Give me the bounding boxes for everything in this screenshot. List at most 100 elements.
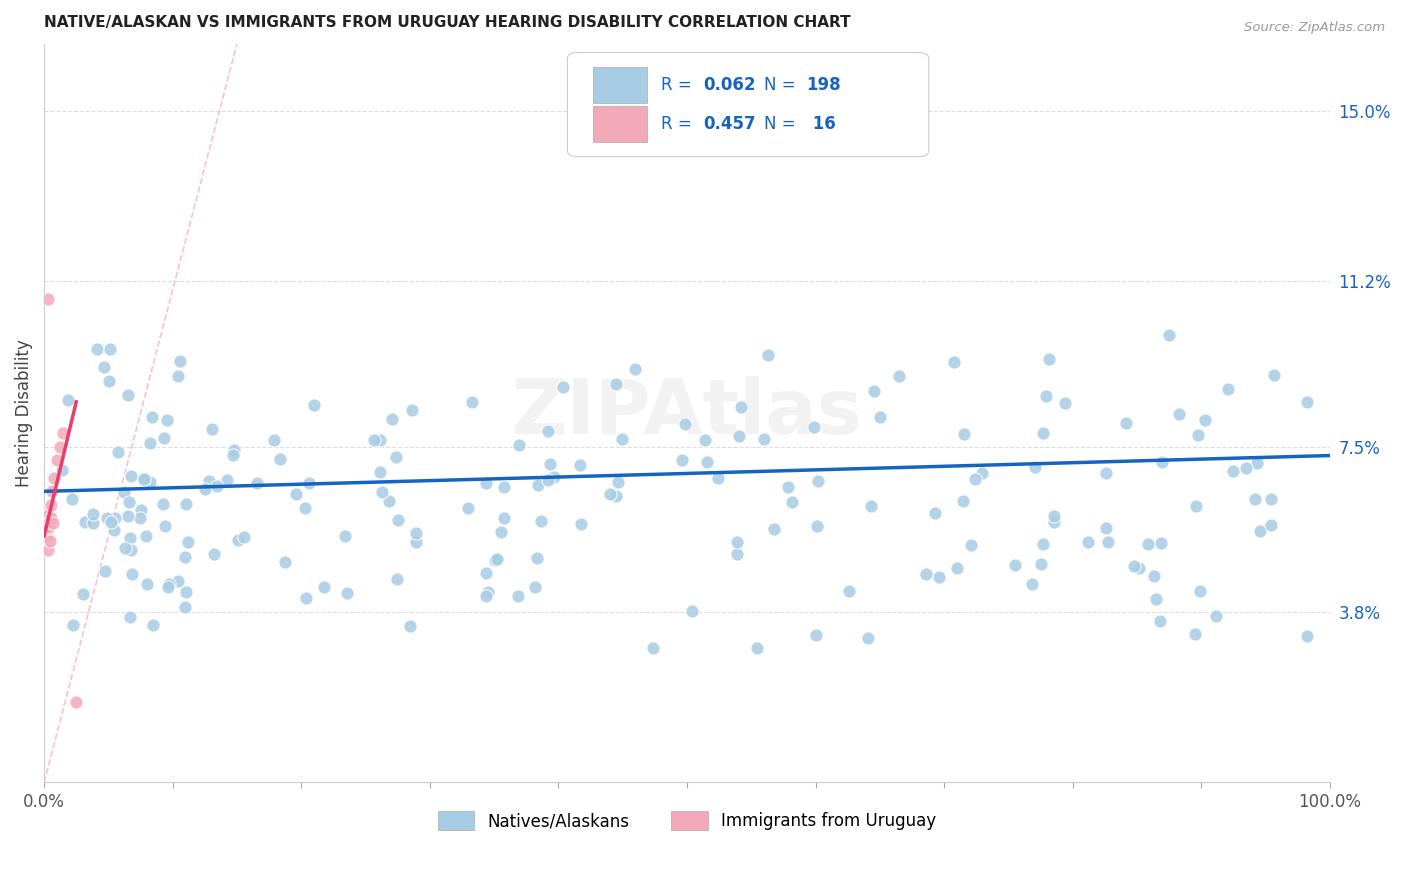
Point [489,524,512,539]
Point [725,547,748,561]
Point [1136,537,1159,551]
Point [65,695,87,709]
Point [838,584,860,599]
Point [486,551,509,566]
Point [695,433,717,447]
Point [153,431,176,445]
Point [112,485,135,500]
Point [606,475,628,489]
Point [1222,464,1244,478]
Point [135,529,157,543]
Point [527,477,550,491]
Point [269,452,291,467]
Point [336,585,359,599]
Point [363,433,385,447]
Point [734,135,756,149]
Point [96,510,118,524]
Point [523,580,546,594]
Point [405,535,427,549]
Point [44,471,66,485]
FancyBboxPatch shape [593,67,647,103]
Point [953,427,976,442]
Point [538,457,561,471]
Point [246,476,269,491]
Point [1035,389,1057,403]
Point [73,515,96,529]
Point [202,548,225,562]
Point [1054,396,1077,410]
Point [727,429,749,443]
Point [37,292,59,306]
Point [224,443,246,458]
Point [335,529,357,543]
Point [763,522,786,536]
Point [51,463,73,477]
Point [120,468,142,483]
Point [1144,592,1167,607]
Point [138,435,160,450]
Point [107,444,129,458]
Point [46,453,69,467]
Point [169,353,191,368]
Text: R =: R = [661,115,697,133]
Point [385,450,408,465]
Point [62,618,84,632]
Point [41,484,63,499]
Point [569,458,592,473]
Point [1143,569,1166,583]
Point [222,448,245,462]
Point [747,641,769,656]
Point [37,529,59,543]
Point [730,400,752,414]
Point [118,495,141,509]
Point [671,452,693,467]
Point [474,590,496,604]
Point [494,511,516,525]
Point [756,349,779,363]
Point [129,511,152,525]
Point [176,585,198,599]
Point [492,480,515,494]
Point [1097,535,1119,549]
Point [1263,368,1285,382]
Point [138,475,160,489]
Point [752,432,775,446]
Point [1246,456,1268,470]
Point [696,455,718,469]
Point [114,541,136,555]
Point [152,497,174,511]
FancyBboxPatch shape [568,53,929,157]
Point [136,576,159,591]
Point [960,538,983,552]
Point [526,551,548,566]
Point [803,419,825,434]
Point [624,362,647,376]
Point [952,494,974,508]
Point [142,617,165,632]
Point [537,474,560,488]
Point [460,395,482,409]
FancyBboxPatch shape [593,106,647,142]
Point [1187,427,1209,442]
Point [129,503,152,517]
Point [314,580,336,594]
Point [1157,327,1180,342]
Point [856,631,879,645]
Point [1234,460,1257,475]
Point [39,498,62,512]
Point [38,533,60,548]
Point [863,384,886,399]
Point [121,566,143,581]
Point [141,409,163,424]
Point [537,424,560,438]
Point [387,513,409,527]
Point [100,515,122,529]
Point [475,476,498,491]
Point [484,553,506,567]
Point [914,566,936,581]
Point [302,398,325,412]
Point [1260,491,1282,506]
Point [1168,407,1191,421]
Point [378,494,401,508]
Text: ZIPAtlas: ZIPAtlas [512,376,863,450]
